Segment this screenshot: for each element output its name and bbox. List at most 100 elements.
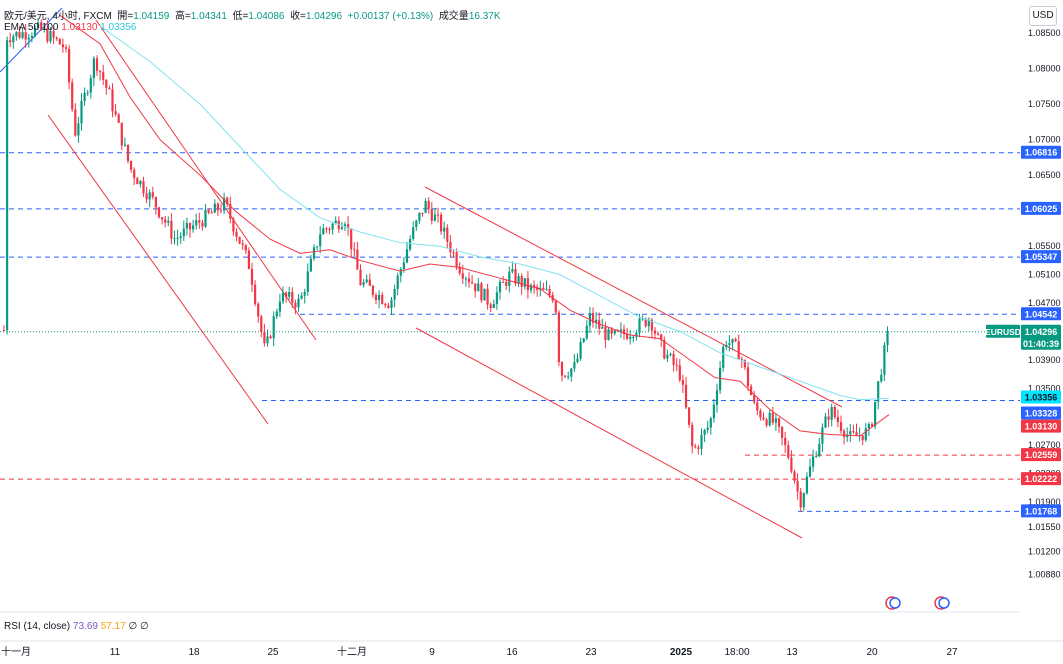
candle-body <box>71 82 74 110</box>
candle-body <box>170 220 173 239</box>
candle-body <box>762 417 765 420</box>
candle-body <box>136 178 139 185</box>
candle-body <box>455 252 458 267</box>
candle-body <box>458 266 461 274</box>
candle-body <box>489 304 492 309</box>
event-marker-icon[interactable] <box>889 597 901 609</box>
candle-body <box>188 223 192 230</box>
candle-body <box>517 276 520 284</box>
candle-body <box>632 336 635 338</box>
candle-body <box>638 318 641 333</box>
candle-body <box>306 271 309 292</box>
candle-body <box>486 288 489 305</box>
candle-body <box>142 180 145 194</box>
currency-button[interactable]: USD <box>1029 6 1057 26</box>
candle-body <box>192 225 195 230</box>
candle-body <box>126 144 130 162</box>
ema100-line[interactable] <box>99 25 890 401</box>
candle-body <box>223 197 226 211</box>
candle-body <box>508 271 511 286</box>
candle-body <box>787 445 790 458</box>
candle-body <box>99 70 102 73</box>
ema50-line[interactable] <box>59 14 890 437</box>
candle-body <box>700 434 703 449</box>
price-label-text: 1.06025 <box>1025 204 1058 214</box>
candle-body <box>492 304 495 309</box>
x-tick-label: 23 <box>585 647 597 658</box>
channel-line[interactable] <box>424 186 843 408</box>
candle-body <box>204 209 207 227</box>
candle-body <box>641 318 644 320</box>
candle-body <box>815 456 818 458</box>
candle-body <box>402 262 405 270</box>
candle-body <box>660 334 663 340</box>
candle-body <box>80 100 83 124</box>
candle-body <box>27 37 30 40</box>
x-tick-label: 9 <box>429 647 435 658</box>
candle-body <box>421 212 424 214</box>
candle-body <box>474 283 477 292</box>
candle-body <box>275 311 278 317</box>
price-label-text: 1.06816 <box>1025 148 1058 158</box>
event-marker-icon[interactable] <box>938 597 950 609</box>
candle-body <box>64 47 68 49</box>
x-tick-label: 25 <box>267 647 279 658</box>
candle-body <box>362 282 365 286</box>
price-label-text: EURUSD <box>985 327 1021 337</box>
candle-body <box>722 346 725 368</box>
candle-body <box>272 316 275 339</box>
candle-body <box>774 418 777 423</box>
chart-header: 欧元/美元, 4小时, FXCM 開=1.04159 高=1.04341 低=1… <box>4 11 501 22</box>
price-label-text: 1.02559 <box>1025 450 1058 460</box>
candle-body <box>213 203 216 213</box>
y-tick-label: 1.08000 <box>1028 64 1061 74</box>
candle-body <box>21 32 24 38</box>
candle-body <box>812 456 815 467</box>
candle-body <box>777 418 781 427</box>
candle-body <box>805 476 808 494</box>
candle-body <box>582 338 585 343</box>
candle-body <box>102 72 105 81</box>
candle-body <box>833 406 836 418</box>
candle-body <box>322 228 325 235</box>
candle-body <box>161 217 164 220</box>
candle-body <box>477 283 480 292</box>
price-label-box <box>1021 201 1061 215</box>
open-value: 1.04159 <box>133 11 170 22</box>
candle-body <box>89 78 92 93</box>
candle-body <box>514 269 517 284</box>
candle-body <box>734 338 737 342</box>
candle-body <box>182 228 185 237</box>
candle-body <box>753 395 756 403</box>
y-tick-label: 1.03500 <box>1028 383 1061 393</box>
candle-body <box>644 318 647 327</box>
rsi-legend[interactable]: RSI (14, close) 73.69 57.17 ∅ ∅ <box>4 621 149 632</box>
candle-body <box>793 471 796 481</box>
candle-body <box>52 31 55 38</box>
candle-body <box>412 227 415 239</box>
candle-body <box>542 287 545 290</box>
channel-line[interactable] <box>95 19 317 341</box>
candle-body <box>781 426 784 438</box>
candle-body <box>629 337 632 339</box>
candle-body <box>635 332 638 337</box>
candle-body <box>610 329 613 334</box>
candle-body <box>167 220 170 223</box>
candle-body <box>796 480 799 492</box>
candle-body <box>297 298 300 308</box>
price-label-text: 1.03130 <box>1025 422 1058 432</box>
candle-body <box>303 291 306 296</box>
ema-legend[interactable]: EMA 50 100 1.03130 1.03356 <box>4 22 136 33</box>
channel-line[interactable] <box>415 327 803 539</box>
candle-body <box>483 288 486 301</box>
candle-body <box>250 269 254 285</box>
candle-body <box>852 431 855 433</box>
candle-body <box>353 249 356 251</box>
channel-line[interactable] <box>47 114 269 425</box>
y-tick-label: 1.01900 <box>1028 497 1061 507</box>
change-value: +0.00137 (+0.13%) <box>347 11 434 22</box>
candle-body <box>861 435 864 441</box>
channel-line[interactable] <box>0 7 63 73</box>
price-label-text: 01:40:39 <box>1023 339 1059 349</box>
